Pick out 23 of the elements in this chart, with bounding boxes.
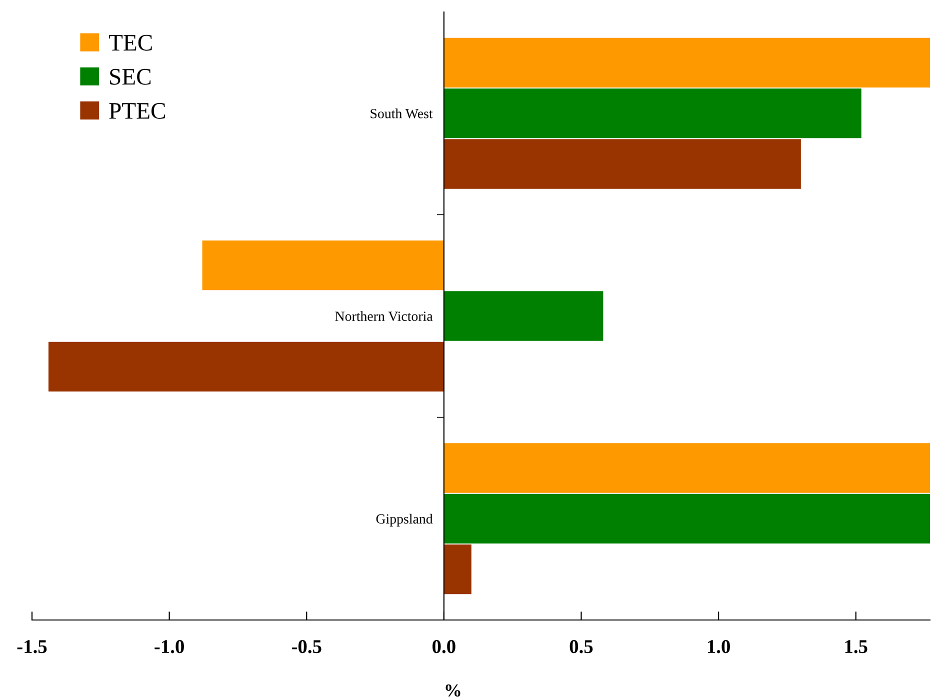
x-tick-label: 0.5 xyxy=(570,640,593,654)
legend-label: PTEC xyxy=(109,102,165,119)
x-tick-label: 1.0 xyxy=(708,640,730,654)
bar xyxy=(444,443,930,493)
x-tick-label: -0.5 xyxy=(292,640,322,654)
y-tick-label: Northern Victoria xyxy=(335,311,433,322)
legend-label: SEC xyxy=(110,68,151,85)
legend-label: TEC xyxy=(108,34,152,51)
x-tick-label: 0.0 xyxy=(432,640,456,654)
bar xyxy=(444,88,862,138)
x-tick-label: -1.5 xyxy=(17,640,47,654)
bar xyxy=(444,544,472,594)
y-tick-label: South West xyxy=(370,108,433,118)
x-tick-label: 1.5 xyxy=(845,640,868,654)
x-tick-label: -1.0 xyxy=(154,640,184,654)
bar xyxy=(202,240,444,290)
y-tick-label: Gippsland xyxy=(376,514,433,526)
bar xyxy=(48,342,444,392)
bar xyxy=(444,494,930,544)
x-axis-title: % xyxy=(446,684,460,697)
bar xyxy=(444,38,930,88)
bar xyxy=(444,291,604,341)
bar xyxy=(444,139,801,189)
